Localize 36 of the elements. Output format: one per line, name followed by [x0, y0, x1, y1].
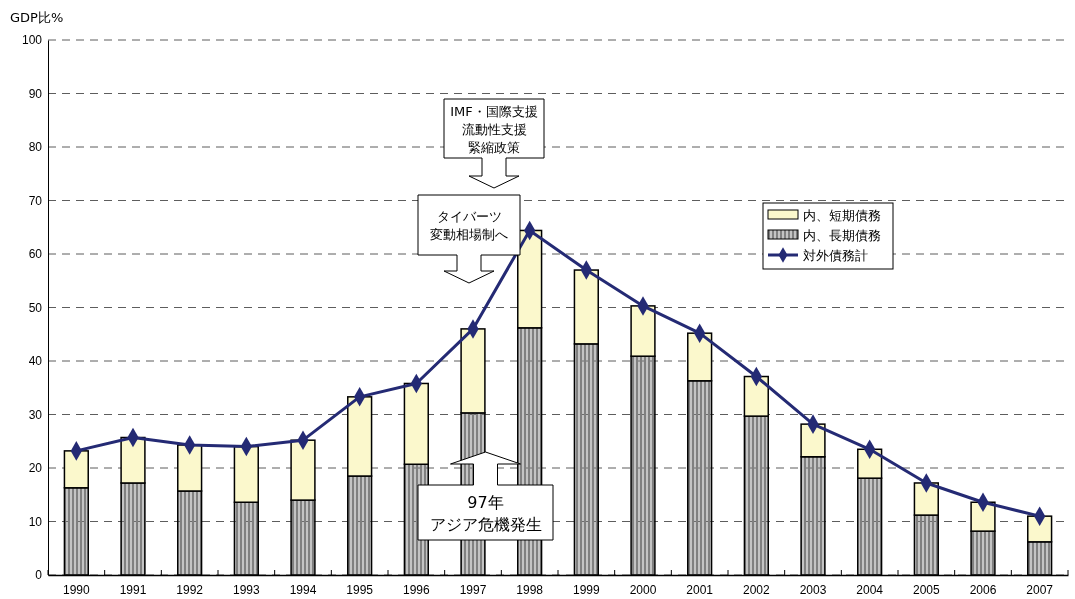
y-tick-label: 60 [28, 247, 43, 262]
y-tick-label: 70 [28, 193, 43, 208]
x-tick-label: 1991 [119, 582, 147, 597]
x-tick-label: 2003 [799, 582, 827, 597]
legend-label: 対外債務計 [803, 248, 868, 263]
x-tick-label: 1990 [62, 582, 90, 597]
legend-label: 内、短期債務 [803, 208, 881, 223]
y-tick-label: 20 [28, 461, 43, 476]
x-tick-label: 1992 [176, 582, 204, 597]
x-tick-label: 2007 [1026, 582, 1054, 597]
annotation: IMF・国際支援流動性支援緊縮政策 [450, 103, 538, 155]
x-tick-label: 1996 [402, 582, 430, 597]
y-tick-label: 90 [28, 86, 43, 101]
x-tick-label: 1995 [346, 582, 374, 597]
x-tick-label: 2005 [912, 582, 940, 597]
y-tick-label: 0 [35, 568, 43, 583]
y-axis-title: GDP比% [10, 10, 64, 25]
x-tick-label: 1999 [572, 582, 600, 597]
y-tick-label: 100 [21, 33, 43, 48]
y-tick-label: 10 [28, 514, 43, 529]
x-tick-label: 2000 [629, 582, 657, 597]
legend-label: 内、長期債務 [803, 228, 881, 243]
x-tick-label: 2006 [969, 582, 997, 597]
x-tick-label: 2004 [856, 582, 884, 597]
x-tick-label: 1994 [289, 582, 317, 597]
annotation: 97年アジア危機発生 [429, 492, 542, 534]
y-tick-label: 80 [28, 140, 43, 155]
x-tick-label: 2002 [742, 582, 770, 597]
y-tick-label: 40 [28, 354, 43, 369]
annotation: タイバーツ変動相場制へ [430, 209, 508, 243]
x-tick-label: 1998 [516, 582, 544, 597]
x-tick-label: 1993 [232, 582, 260, 597]
x-tick-label: 2001 [686, 582, 714, 597]
x-tick-label: 1997 [459, 582, 487, 597]
y-tick-label: 30 [28, 407, 43, 422]
y-tick-label: 50 [28, 300, 43, 315]
